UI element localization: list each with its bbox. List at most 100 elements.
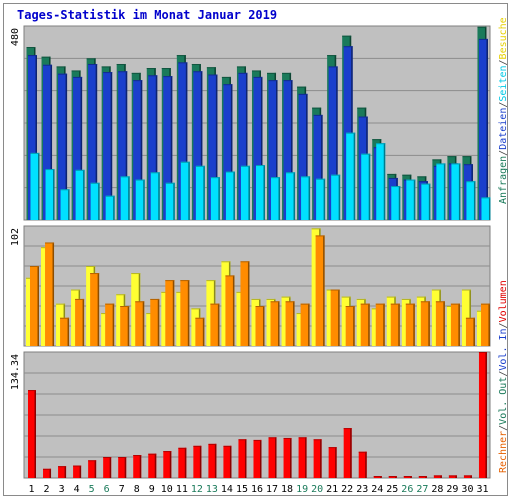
bar-rechner-shade bbox=[413, 303, 415, 346]
bar-dateien-cap bbox=[193, 71, 203, 73]
bar-volumen-shade bbox=[94, 460, 97, 478]
bar-dateien-shade bbox=[291, 80, 293, 221]
bar-rechner-fill bbox=[225, 275, 235, 346]
bar-dateien bbox=[238, 72, 248, 220]
bar-seiten-cap bbox=[45, 169, 55, 171]
bar-seiten-fill bbox=[346, 132, 356, 220]
bar-dateien bbox=[298, 93, 308, 220]
bar-rechner-fill bbox=[135, 301, 145, 346]
panel-visits-y-scale-label: 102 bbox=[10, 228, 21, 246]
bar-seiten bbox=[210, 177, 220, 220]
bar-seiten-shade bbox=[143, 179, 145, 220]
bar-dateien bbox=[478, 38, 488, 220]
bar-dateien-fill bbox=[133, 80, 143, 221]
bar-seiten-shade bbox=[263, 165, 265, 220]
bar-rechner-fill bbox=[330, 289, 340, 346]
x-tick-label: 21 bbox=[326, 484, 338, 495]
bar-dateien-shade bbox=[125, 71, 128, 221]
bar-rechner-cap bbox=[90, 273, 100, 275]
bar-rechner-cap bbox=[240, 261, 250, 263]
bar-rechner bbox=[450, 303, 460, 346]
bar-dateien-cap bbox=[163, 76, 173, 78]
bar-volumen-shade bbox=[485, 352, 487, 478]
bar-anfragen-cap bbox=[71, 70, 81, 72]
bar-dateien-shade bbox=[321, 114, 323, 220]
bar-volumen-cap bbox=[448, 475, 457, 477]
bar-seiten bbox=[466, 181, 476, 220]
bar-anfragen-cap bbox=[221, 76, 231, 78]
bar-dateien-cap bbox=[238, 72, 248, 74]
bar-volumen-shade bbox=[109, 457, 112, 478]
bar-seiten-shade bbox=[293, 172, 296, 220]
bar-rechner-cap bbox=[360, 303, 370, 305]
bar-volumen-shade bbox=[124, 457, 127, 478]
bar-rechner-cap bbox=[315, 235, 325, 237]
bar-seiten-cap bbox=[271, 177, 281, 179]
bar-rechner-fill bbox=[480, 303, 490, 346]
bar-volumen bbox=[133, 455, 142, 478]
bar-dateien-fill bbox=[118, 71, 128, 221]
bar-dateien bbox=[133, 80, 143, 221]
bar-volumen bbox=[88, 460, 97, 478]
bar-dateien-shade bbox=[200, 71, 203, 221]
bar-rechner-shade bbox=[112, 303, 115, 346]
bar-rechner-shade bbox=[368, 303, 370, 346]
bar-besuche-cap bbox=[206, 280, 216, 282]
bar-rechner bbox=[435, 301, 445, 346]
bar-rechner-fill bbox=[405, 303, 415, 346]
bar-seiten-cap bbox=[30, 152, 40, 154]
bar-rechner bbox=[390, 303, 400, 346]
bar-volumen-fill bbox=[313, 439, 322, 478]
bar-volumen-fill bbox=[433, 475, 442, 478]
bar-rechner-fill bbox=[255, 306, 265, 346]
bar-rechner-fill bbox=[465, 317, 475, 346]
bar-volumen bbox=[163, 451, 172, 478]
bar-rechner bbox=[30, 266, 39, 346]
bar-volumen-cap bbox=[193, 445, 202, 447]
bar-anfragen-cap bbox=[417, 176, 427, 178]
bar-volumen-cap bbox=[313, 439, 322, 441]
bar-dateien-fill bbox=[103, 72, 113, 220]
bar-anfragen-cap bbox=[432, 159, 442, 161]
bar-volumen-shade bbox=[455, 475, 457, 478]
x-tick-label: 24 bbox=[371, 484, 383, 495]
bar-volumen-fill bbox=[358, 451, 367, 478]
bar-besuche-cap bbox=[386, 296, 396, 298]
bar-dateien-shade bbox=[155, 75, 158, 220]
bar-dateien-cap bbox=[358, 116, 368, 118]
bar-rechner-fill bbox=[240, 261, 250, 346]
bar-seiten-cap bbox=[210, 177, 220, 179]
bar-anfragen-cap bbox=[327, 55, 337, 57]
bar-rechner-fill bbox=[390, 303, 400, 346]
bar-seiten-fill bbox=[150, 172, 160, 220]
bar-rechner-fill bbox=[75, 298, 85, 346]
bar-seiten-fill bbox=[391, 186, 401, 220]
bar-volumen-cap bbox=[283, 437, 292, 439]
bar-volumen-fill bbox=[118, 457, 127, 478]
bar-seiten-cap bbox=[466, 181, 476, 183]
bar-volumen-fill bbox=[478, 352, 487, 478]
x-tick-label: 6 bbox=[104, 484, 110, 495]
bar-dateien bbox=[148, 75, 158, 220]
bar-seiten bbox=[165, 182, 175, 220]
bar-volumen-shade bbox=[79, 465, 82, 478]
bar-seiten-fill bbox=[331, 174, 341, 220]
bar-besuche-cap bbox=[401, 298, 411, 300]
bar-volumen-fill bbox=[73, 465, 82, 478]
x-tick-label: 10 bbox=[161, 484, 173, 495]
bar-volumen bbox=[148, 453, 157, 478]
bar-rechner-shade bbox=[323, 235, 325, 346]
bar-rechner bbox=[75, 298, 85, 346]
x-tick-label: 1 bbox=[29, 484, 35, 495]
bar-volumen bbox=[208, 443, 217, 478]
bar-rechner-cap bbox=[450, 303, 460, 305]
bar-rechner-cap bbox=[180, 280, 190, 282]
bar-dateien-shade bbox=[80, 76, 83, 220]
bar-volumen-shade bbox=[154, 453, 157, 478]
bar-rechner-fill bbox=[195, 317, 205, 346]
bar-rechner-shade bbox=[353, 306, 355, 346]
bar-anfragen-cap bbox=[86, 58, 96, 60]
panel-visits-legend: Rechner/Vol. Out/Vol. In/Volumen bbox=[498, 280, 509, 473]
bar-seiten bbox=[406, 179, 416, 220]
